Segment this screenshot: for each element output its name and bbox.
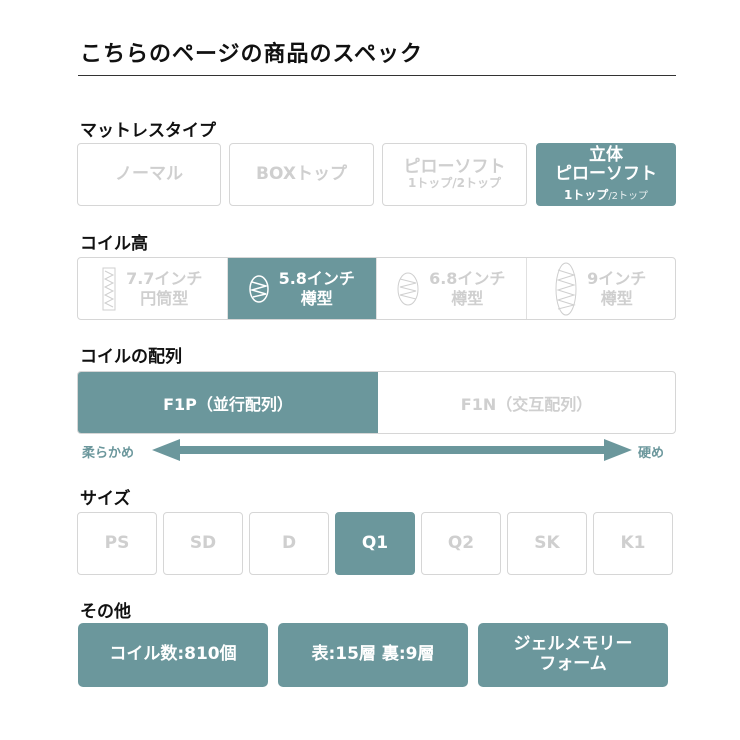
coil-height-value: 6.8インチ xyxy=(429,268,506,288)
mattress-option-pillowsoft[interactable]: ピローソフト 1トップ/2トップ xyxy=(382,143,527,206)
coil-array-f1p[interactable]: F1P（並行配列） xyxy=(78,372,378,433)
soft-label: 柔らかめ xyxy=(82,446,135,461)
mattress-type-label: マットレスタイプ xyxy=(80,121,216,141)
size-k1[interactable]: K1 xyxy=(593,512,673,575)
coil-height-selector: 7.7インチ 円筒型 5.8インチ 樽型 6.8インチ 樽型 9インチ 樽型 xyxy=(77,257,676,320)
barrel-coil-icon xyxy=(555,262,577,315)
option-label: ピローソフト xyxy=(403,156,506,177)
size-text: K1 xyxy=(620,532,646,553)
option-sub-b: /2トップ xyxy=(608,190,649,202)
option-label: ピローソフト xyxy=(555,164,657,185)
size-text: SK xyxy=(534,532,560,553)
firmness-arrow-icon xyxy=(152,439,632,461)
badge-text: 表:15層 裏:9層 xyxy=(311,644,435,665)
barrel-coil-icon xyxy=(397,272,419,305)
size-sk[interactable]: SK xyxy=(507,512,587,575)
gel-memory-foam-badge: ジェルメモリー フォーム xyxy=(478,623,668,687)
coil-option-6.8[interactable]: 6.8インチ 樽型 xyxy=(376,258,526,319)
coil-option-7.7[interactable]: 7.7インチ 円筒型 xyxy=(78,258,227,319)
mattress-option-boxtop[interactable]: BOXトップ xyxy=(229,143,374,206)
size-text: D xyxy=(281,532,297,553)
page-title: こちらのページの商品のスペック xyxy=(80,42,424,67)
size-text: SD xyxy=(189,532,217,553)
option-sub: 1トップ/2トップ xyxy=(407,176,502,191)
size-q1[interactable]: Q1 xyxy=(335,512,415,575)
size-sd[interactable]: SD xyxy=(163,512,243,575)
coil-array-label: コイルの配列 xyxy=(80,347,182,367)
hard-label: 硬め xyxy=(638,446,665,461)
option-sub-a: 1トップ xyxy=(563,187,609,202)
other-label: その他 xyxy=(80,602,131,622)
coil-count-badge: コイル数:810個 xyxy=(78,623,268,687)
coil-array-f1n[interactable]: F1N（交互配列） xyxy=(460,394,593,414)
size-text: Q1 xyxy=(361,532,389,553)
coil-shape: 樽型 xyxy=(300,288,333,308)
coil-option-9[interactable]: 9インチ 樽型 xyxy=(525,258,676,319)
size-text: PS xyxy=(104,532,130,553)
option-label: BOXトップ xyxy=(256,163,347,184)
coil-shape: 円筒型 xyxy=(140,288,189,308)
mattress-option-3d-pillowsoft[interactable]: 立体 ピローソフト 1トップ/2トップ xyxy=(536,143,676,206)
size-d[interactable]: D xyxy=(249,512,329,575)
barrel-coil-icon xyxy=(248,274,269,303)
size-label: サイズ xyxy=(80,489,131,509)
coil-shape: 樽型 xyxy=(600,288,633,308)
option-label: ノーマル xyxy=(115,163,183,184)
badge-text: コイル数:810個 xyxy=(109,644,237,665)
size-ps[interactable]: PS xyxy=(77,512,157,575)
size-q2[interactable]: Q2 xyxy=(421,512,501,575)
title-divider xyxy=(78,75,676,76)
coil-height-value: 5.8インチ xyxy=(278,268,355,288)
coil-option-5.8[interactable]: 5.8インチ 樽型 xyxy=(226,258,376,319)
option-label-top: 立体 xyxy=(589,144,623,165)
size-text: Q2 xyxy=(447,532,475,553)
badge-text: ジェルメモリー xyxy=(513,634,633,655)
badge-text: フォーム xyxy=(539,654,607,674)
coil-height-value: 7.7インチ xyxy=(126,268,203,288)
coil-height-value: 9インチ xyxy=(587,268,647,288)
coil-array-selector: F1P（並行配列） F1N（交互配列） xyxy=(77,371,676,434)
coil-height-label: コイル高 xyxy=(80,234,148,254)
coil-shape: 樽型 xyxy=(451,288,484,308)
mattress-option-normal[interactable]: ノーマル xyxy=(77,143,221,206)
layers-badge: 表:15層 裏:9層 xyxy=(278,623,468,687)
cylinder-coil-icon xyxy=(102,267,116,310)
